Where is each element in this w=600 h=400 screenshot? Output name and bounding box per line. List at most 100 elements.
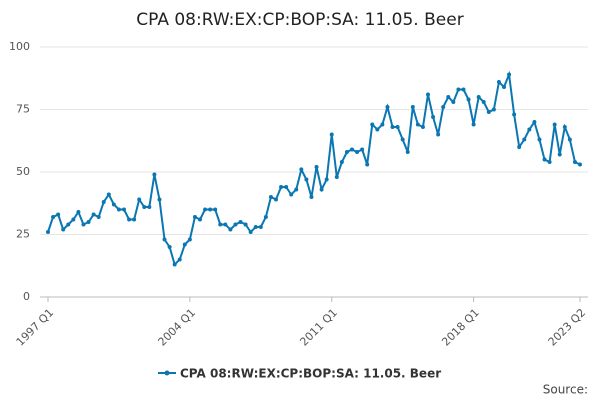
point bbox=[187, 237, 192, 242]
point bbox=[522, 137, 527, 142]
y-tick-label: 25 bbox=[16, 228, 30, 241]
point bbox=[466, 97, 471, 102]
point bbox=[81, 222, 86, 227]
point bbox=[299, 167, 304, 172]
point bbox=[512, 112, 517, 117]
point bbox=[476, 95, 481, 99]
point bbox=[147, 205, 152, 209]
point bbox=[198, 217, 202, 222]
point bbox=[507, 72, 512, 77]
point bbox=[76, 210, 81, 214]
x-tick-label: 1997 Q1 bbox=[14, 306, 57, 349]
point bbox=[542, 157, 547, 162]
point bbox=[268, 195, 273, 199]
point bbox=[177, 257, 182, 262]
y-tick-label: 75 bbox=[16, 103, 30, 116]
point bbox=[182, 242, 187, 247]
y-tick-label: 50 bbox=[16, 165, 30, 178]
point bbox=[339, 160, 344, 164]
point bbox=[537, 137, 542, 142]
point bbox=[304, 177, 309, 182]
point bbox=[532, 120, 537, 124]
point bbox=[263, 215, 268, 219]
point bbox=[344, 150, 349, 154]
point bbox=[274, 197, 278, 202]
point bbox=[279, 185, 284, 189]
point bbox=[405, 150, 410, 154]
point bbox=[294, 187, 299, 192]
point bbox=[61, 227, 66, 232]
point bbox=[380, 122, 385, 127]
x-tick-label: 2018 Q1 bbox=[439, 306, 482, 349]
point bbox=[46, 230, 50, 234]
series-line bbox=[47, 70, 581, 267]
point bbox=[243, 222, 248, 227]
point bbox=[329, 132, 334, 137]
point bbox=[203, 207, 208, 212]
point bbox=[319, 187, 324, 192]
point bbox=[446, 95, 451, 99]
point bbox=[350, 147, 354, 152]
point bbox=[122, 207, 126, 212]
point bbox=[578, 162, 582, 167]
point bbox=[253, 225, 258, 229]
point bbox=[481, 100, 486, 104]
point bbox=[127, 217, 132, 222]
point bbox=[238, 220, 243, 224]
point bbox=[101, 200, 106, 204]
point bbox=[420, 125, 425, 129]
point bbox=[248, 230, 253, 234]
point bbox=[258, 225, 263, 229]
point bbox=[233, 222, 238, 227]
point bbox=[471, 122, 476, 127]
point bbox=[360, 147, 365, 152]
point bbox=[517, 145, 522, 149]
point bbox=[557, 152, 562, 157]
point bbox=[375, 127, 380, 132]
point bbox=[436, 132, 441, 137]
x-tick-label: 2004 Q1 bbox=[156, 306, 199, 349]
point bbox=[157, 197, 162, 202]
point bbox=[552, 122, 557, 127]
point bbox=[431, 115, 436, 119]
point bbox=[572, 160, 577, 164]
point bbox=[167, 245, 172, 249]
point bbox=[410, 105, 415, 109]
point bbox=[567, 137, 572, 142]
point bbox=[355, 150, 360, 154]
point bbox=[415, 122, 420, 127]
point bbox=[289, 192, 294, 197]
point bbox=[496, 80, 501, 84]
point bbox=[162, 237, 167, 242]
point bbox=[451, 100, 456, 104]
point bbox=[426, 92, 430, 97]
point bbox=[96, 215, 101, 219]
point bbox=[334, 175, 339, 179]
point bbox=[192, 215, 197, 219]
point bbox=[441, 105, 446, 109]
point bbox=[91, 212, 96, 217]
point bbox=[562, 125, 567, 129]
point bbox=[370, 122, 375, 127]
point bbox=[208, 207, 213, 212]
point bbox=[461, 87, 466, 92]
point bbox=[502, 85, 506, 89]
point bbox=[218, 222, 223, 227]
point bbox=[390, 125, 395, 129]
y-tick-label: 0 bbox=[23, 290, 30, 303]
y-tick-label: 100 bbox=[9, 40, 30, 53]
source: Source: bbox=[543, 383, 588, 397]
point bbox=[106, 192, 111, 197]
legend-label: CPA 08:RW:EX:CP:BOP:SA: 11.05. Beer bbox=[180, 367, 441, 381]
point bbox=[395, 125, 400, 129]
point bbox=[51, 215, 56, 219]
chart-title: CPA 08:RW:EX:CP:BOP:SA: 11.05. Beer bbox=[136, 10, 463, 30]
point bbox=[228, 227, 233, 232]
point bbox=[527, 127, 532, 132]
point bbox=[456, 87, 461, 92]
point bbox=[491, 107, 496, 112]
point bbox=[142, 205, 147, 209]
point bbox=[56, 212, 61, 217]
point bbox=[284, 185, 289, 189]
